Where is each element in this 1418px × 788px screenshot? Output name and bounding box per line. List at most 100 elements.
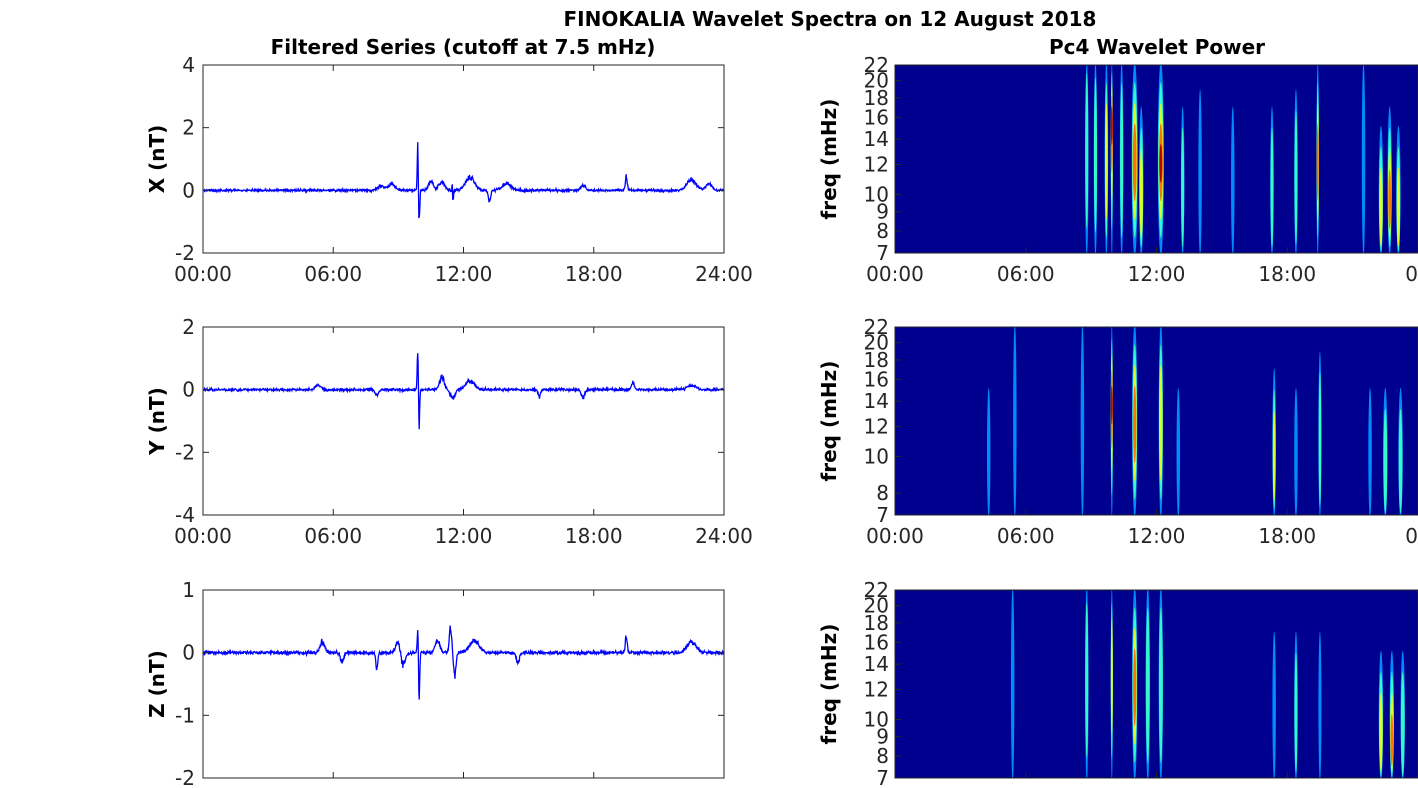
series-x-ylabel: X (nT) — [145, 125, 169, 194]
series-y-xtick-label: 00:00 — [174, 524, 232, 548]
wavelet-y-burst — [1272, 368, 1276, 515]
wavelet-x-ytick-label: 9 — [876, 200, 889, 224]
wavelet-z-burst — [1010, 590, 1015, 778]
wavelet-x-ytick-label: 12 — [864, 153, 889, 177]
series-x-ytick-label: 2 — [182, 116, 195, 140]
wavelet-z-burst — [1085, 590, 1089, 778]
wavelet-x-ytick-label: 16 — [864, 105, 889, 129]
wavelet-x-background — [895, 65, 1418, 253]
wavelet-x-burst — [1157, 65, 1164, 253]
wavelet-z-ytick-label: 16 — [864, 630, 889, 654]
wavelet-z-burst — [1378, 650, 1384, 778]
wavelet-y-ytick-label: 16 — [864, 367, 889, 391]
series-y-xtick-label: 12:00 — [435, 524, 493, 548]
series-z-panel: -2 -1 0 1 Z (nT) — [145, 578, 725, 788]
wavelet-x-burst — [1104, 65, 1109, 253]
wavelet-y-burst-layer — [1383, 408, 1388, 514]
wavelet-x-burst-layer — [1361, 65, 1366, 253]
wavelet-y-burst-layer — [1133, 385, 1137, 464]
series-x-xtick-label: 18:00 — [565, 262, 623, 286]
wavelet-y-burst-layer — [1080, 327, 1085, 515]
series-z-ytick-label: -2 — [175, 766, 195, 788]
wavelet-z-burst-layer — [1318, 631, 1322, 778]
wavelet-y-ytick-label: 14 — [864, 389, 889, 413]
series-z-ylabel: Z (nT) — [145, 650, 169, 718]
series-z-trace — [203, 625, 724, 700]
wavelet-z-ytick-label: 9 — [876, 725, 889, 749]
wavelet-y-burst — [1110, 327, 1113, 515]
wavelet-z-burst-layer — [1294, 652, 1298, 773]
wavelet-z-burst — [1400, 650, 1405, 778]
wavelet-x-burst-layer — [1379, 167, 1383, 247]
series-x-xtick-label: 24:00 — [695, 262, 753, 286]
wavelet-z-burst-layer — [1110, 617, 1113, 735]
wavelet-y-xtick-label: 12:00 — [1128, 524, 1186, 548]
series-y-panel: -4 -2 0 2 00:00 06:00 12:00 18:00 24:00 Y (nT) — [145, 315, 753, 548]
wavelet-x-burst — [1231, 106, 1235, 253]
wavelet-x-ytick-label: 20 — [864, 69, 889, 93]
wavelet-z-burst — [1318, 631, 1322, 778]
wavelet-z-burst-layer — [1145, 607, 1150, 763]
wavelet-x-burst — [1270, 106, 1274, 253]
wavelet-y-burst-layer — [1013, 327, 1017, 515]
wavelet-z-burst — [1145, 590, 1150, 778]
wavelet-y-ylabel: freq (mHz) — [817, 361, 841, 482]
wavelet-z-ytick-label: 10 — [864, 707, 889, 731]
wavelet-y-burst — [1158, 327, 1164, 515]
wavelet-x-burst-layer — [1132, 123, 1137, 202]
wavelet-z-background — [895, 590, 1418, 778]
wavelet-y-burst-layer — [1318, 372, 1322, 506]
wavelet-y-burst — [1080, 327, 1085, 515]
wavelet-z-burst — [1272, 631, 1276, 778]
wavelet-z-burst-layer — [1085, 602, 1089, 758]
wavelet-z-burst-layer — [1010, 590, 1015, 778]
wavelet-y-burst — [1368, 387, 1372, 515]
series-z-frame — [202, 589, 725, 779]
wavelet-x-burst-layer — [1294, 110, 1298, 244]
wavelet-x-ytick-label: 22 — [864, 53, 889, 77]
wavelet-z-ytick-label: 22 — [864, 578, 889, 602]
wavelet-z-burst-layer — [1379, 692, 1383, 772]
wavelet-x-burst — [1085, 65, 1089, 253]
wavelet-z-ytick-label: 18 — [864, 611, 889, 635]
wavelet-x-burst-layer — [1139, 148, 1143, 239]
wavelet-x-burst — [1316, 65, 1320, 253]
wavelet-x-burst — [1110, 65, 1113, 253]
wavelet-x-burst — [1093, 65, 1098, 253]
wavelet-z-burst-layer — [1390, 713, 1394, 767]
wavelet-z-ytick-label: 7 — [876, 766, 889, 788]
series-x-xtick-label: 06:00 — [304, 262, 362, 286]
wavelet-x-burst — [1294, 89, 1298, 253]
wavelet-z-burst — [1294, 631, 1298, 778]
wavelet-y-ytick-label: 8 — [876, 481, 889, 505]
wavelet-z-ylabel: freq (mHz) — [817, 624, 841, 745]
wavelet-x-burst-layer — [1231, 106, 1235, 253]
wavelet-x-ytick-label: 8 — [876, 219, 889, 243]
wavelet-x-xtick-label: 18:00 — [1258, 262, 1316, 286]
series-y-xtick-label: 06:00 — [304, 524, 362, 548]
wavelet-x-burst — [1387, 106, 1392, 253]
series-x-trace — [203, 142, 724, 219]
wavelet-z-burst-layer — [1400, 671, 1405, 777]
wavelet-x-xtick-label: 00:00 — [866, 262, 924, 286]
wavelet-z-burst — [1389, 650, 1395, 778]
wavelet-x-burst — [1139, 106, 1144, 253]
wavelet-z-burst — [1158, 590, 1164, 778]
wavelet-y-burst-layer — [1176, 387, 1181, 515]
wavelet-x-burst-layer — [1110, 106, 1113, 146]
series-y-ytick-label: -4 — [175, 503, 195, 527]
wavelet-y-burst-layer — [1159, 364, 1163, 482]
wavelet-z-ytick-label: 8 — [876, 744, 889, 768]
series-x-ytick-label: 0 — [182, 178, 195, 202]
series-z-ytick-label: -1 — [175, 703, 195, 727]
wavelet-x-xtick-label: 06:00 — [997, 262, 1055, 286]
series-y-trace — [203, 353, 724, 430]
wavelet-y-burst — [1294, 387, 1298, 515]
wavelet-x-burst — [1361, 65, 1366, 253]
right-column-title: Pc4 Wavelet Power — [1049, 35, 1265, 59]
wavelet-y-burst — [1383, 387, 1388, 515]
wavelet-y-burst — [986, 387, 991, 515]
wavelet-x-burst — [1378, 125, 1384, 253]
